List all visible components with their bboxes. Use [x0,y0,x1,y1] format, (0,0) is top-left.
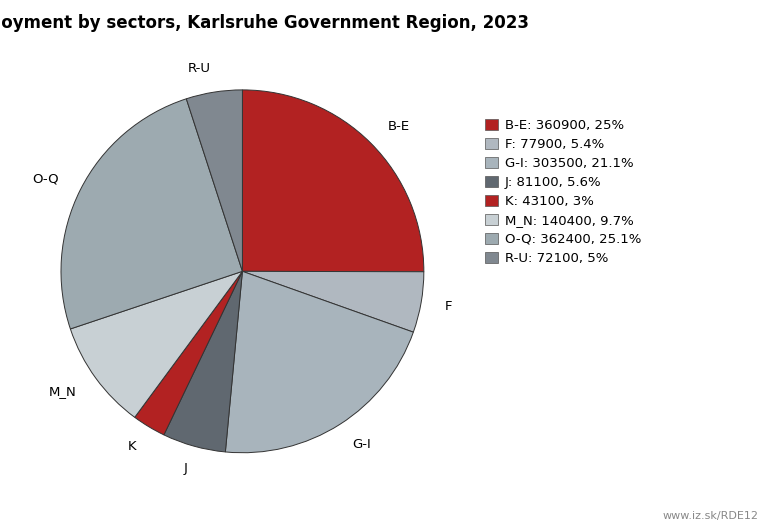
Wedge shape [164,271,242,452]
Text: M_N: M_N [49,386,77,398]
Wedge shape [135,271,242,435]
Text: F: F [444,300,452,313]
Text: O-Q: O-Q [33,172,59,186]
Text: K: K [128,440,137,453]
Wedge shape [242,271,424,332]
Text: G-I: G-I [353,438,371,451]
Title: Employment by sectors, Karlsruhe Government Region, 2023: Employment by sectors, Karlsruhe Governm… [0,14,529,32]
Wedge shape [70,271,242,417]
Wedge shape [242,90,424,272]
Wedge shape [225,271,414,453]
Legend: B-E: 360900, 25%, F: 77900, 5.4%, G-I: 303500, 21.1%, J: 81100, 5.6%, K: 43100, : B-E: 360900, 25%, F: 77900, 5.4%, G-I: 3… [485,119,641,265]
Wedge shape [61,99,242,329]
Text: R-U: R-U [188,62,210,76]
Text: www.iz.sk/RDE12: www.iz.sk/RDE12 [662,511,759,521]
Text: B-E: B-E [388,120,410,133]
Text: J: J [184,462,188,476]
Wedge shape [186,90,242,271]
